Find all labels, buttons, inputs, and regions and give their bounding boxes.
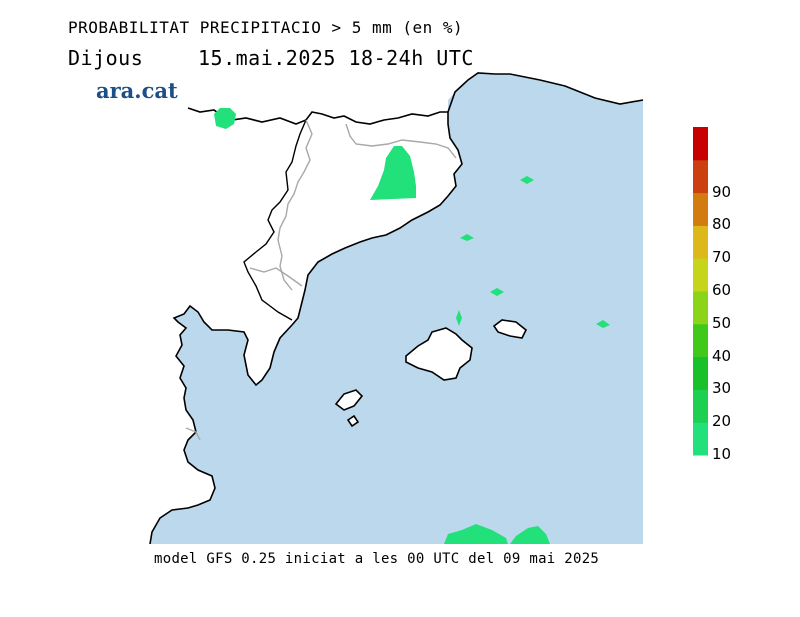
forecast-date-range: 15.mai.2025 18-24h UTC — [198, 46, 474, 70]
model-run-info: model GFS 0.25 iniciat a les 00 UTC del … — [154, 551, 600, 567]
ara-cat-logo[interactable]: ara.cat — [96, 78, 178, 103]
coastline — [149, 72, 496, 545]
precip-area-south-2 — [510, 526, 550, 544]
legend-swatch — [693, 258, 708, 292]
legend-label: 30 — [712, 379, 732, 398]
legend-label: 40 — [712, 346, 732, 365]
precip-area-sea-5 — [596, 320, 610, 328]
catalonia-border — [277, 119, 313, 291]
legend-colorbar — [693, 127, 708, 456]
legend-swatch — [693, 291, 708, 325]
legend-swatch — [693, 192, 708, 226]
precip-area-sea-4 — [456, 310, 462, 326]
forecast-period: Dijous 15.mai.2025 18-24h UTC — [68, 46, 473, 70]
sea — [150, 73, 643, 544]
map-area — [150, 73, 643, 544]
legend-label: 20 — [712, 412, 732, 431]
map-title: PROBABILITAT PRECIPITACIO > 5 mm (en %) — [68, 18, 464, 37]
legend-swatch — [693, 159, 708, 194]
legend-label: 10 — [712, 445, 732, 463]
island-menorca — [492, 319, 528, 339]
precip-area-sea-3 — [490, 288, 504, 296]
province-border-ebro — [185, 427, 201, 441]
precip-area-sea-2 — [460, 234, 474, 241]
precip-area-south-1 — [444, 524, 508, 544]
province-border-lleida — [345, 123, 457, 159]
precipitation-areas — [214, 108, 610, 544]
legend-swatch — [693, 127, 708, 161]
france-coast — [495, 73, 644, 105]
precip-area-sea-1 — [520, 176, 534, 184]
precip-area-catalonia-interior — [370, 146, 416, 200]
island-ibiza — [334, 389, 364, 411]
legend-label: 90 — [712, 182, 732, 201]
legend-label: 70 — [712, 248, 732, 267]
legend-swatch — [693, 225, 708, 259]
forecast-day: Dijous — [68, 46, 144, 70]
precip-area-pyrenees-west — [214, 108, 236, 129]
legend-swatch — [693, 356, 708, 390]
legend-swatch — [693, 389, 708, 423]
province-border-south — [249, 267, 303, 287]
legend-swatch — [693, 323, 708, 358]
island-mallorca — [405, 327, 473, 381]
western-border — [243, 119, 307, 321]
legend-swatch — [693, 422, 708, 456]
legend-label: 50 — [712, 313, 732, 332]
island-formentera — [346, 414, 360, 428]
legend-label: 60 — [712, 281, 732, 299]
legend-label: 80 — [712, 215, 732, 234]
